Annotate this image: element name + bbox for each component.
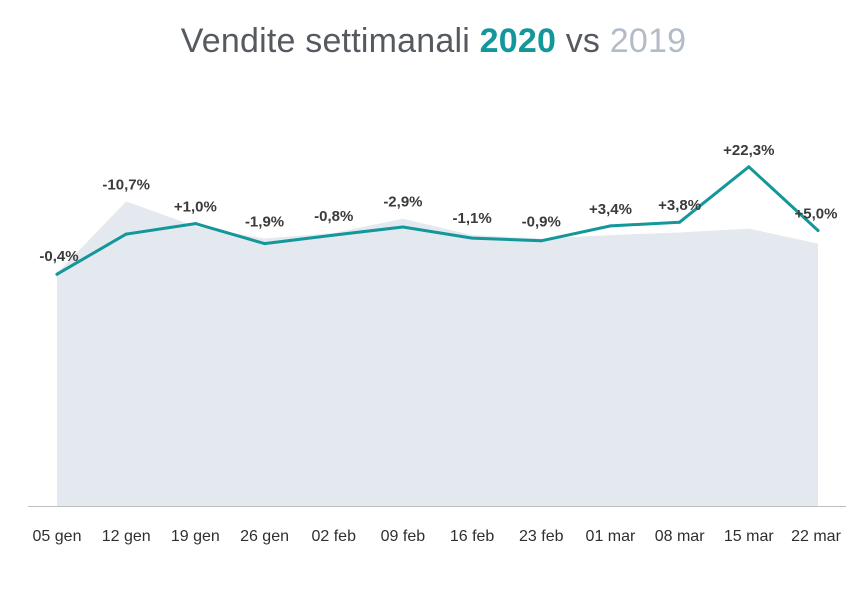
x-tick-labels: 05 gen 12 gen 19 gen 26 gen 02 feb 09 feb 16 f… bbox=[33, 528, 842, 545]
data-label-11: +5,0% bbox=[795, 206, 838, 223]
x-tick-3: 26 gen bbox=[240, 528, 289, 545]
point-2020-4 bbox=[332, 233, 336, 237]
area-layer-2019 bbox=[57, 201, 818, 506]
line-2020 bbox=[55, 165, 820, 276]
chart-title: Vendite settimanali 2020 vs 2019 bbox=[0, 22, 867, 61]
x-tick-6: 16 feb bbox=[450, 528, 495, 545]
x-tick-8: 01 mar bbox=[586, 528, 636, 545]
point-2020-9 bbox=[678, 220, 682, 224]
point-2020-11 bbox=[816, 229, 820, 232]
x-tick-9: 08 mar bbox=[655, 528, 705, 545]
title-prefix: Vendite settimanali bbox=[180, 22, 470, 60]
data-label-3: -1,9% bbox=[245, 214, 284, 231]
x-tick-7: 23 feb bbox=[519, 528, 564, 545]
point-2020-8 bbox=[609, 224, 612, 228]
data-label-8: +3,4% bbox=[589, 201, 632, 218]
title-connector: vs bbox=[565, 22, 601, 60]
point-2020-1 bbox=[124, 232, 128, 236]
title-year-2020: 2020 bbox=[479, 22, 557, 60]
point-2020-6 bbox=[470, 236, 474, 240]
data-label-7: -0,9% bbox=[522, 214, 561, 231]
data-label-1: -10,7% bbox=[102, 177, 150, 194]
x-tick-0: 05 gen bbox=[33, 528, 82, 545]
x-tick-10: 15 mar bbox=[724, 528, 774, 545]
data-label-4: -0,8% bbox=[314, 208, 353, 225]
point-2020-10 bbox=[747, 165, 751, 169]
data-label-2: +1,0% bbox=[174, 199, 217, 216]
point-2020-0 bbox=[55, 272, 59, 276]
area-2019 bbox=[57, 201, 818, 506]
data-label-6: -1,1% bbox=[452, 210, 491, 227]
x-tick-5: 09 feb bbox=[381, 528, 426, 545]
x-tick-2: 19 gen bbox=[171, 528, 220, 545]
point-2020-2 bbox=[193, 222, 197, 226]
data-label-5: -2,9% bbox=[383, 194, 422, 211]
x-tick-4: 02 feb bbox=[311, 528, 356, 545]
point-2020-5 bbox=[401, 225, 405, 229]
x-tick-11: 22 mar bbox=[791, 528, 841, 545]
data-label-9: +3,8% bbox=[658, 197, 701, 214]
line-layer-2020 bbox=[55, 165, 820, 276]
x-tick-1: 12 gen bbox=[102, 528, 151, 545]
data-label-10: +22,3% bbox=[723, 142, 774, 159]
title-year-2019: 2019 bbox=[609, 22, 687, 60]
data-labels: -0,4% -10,7% +1,0% -1,9% -0,8% -2,9% -1,1% -0,9… bbox=[39, 142, 837, 265]
point-2020-3 bbox=[263, 242, 266, 246]
data-label-0: -0,4% bbox=[39, 248, 78, 265]
point-2020-7 bbox=[539, 239, 543, 243]
